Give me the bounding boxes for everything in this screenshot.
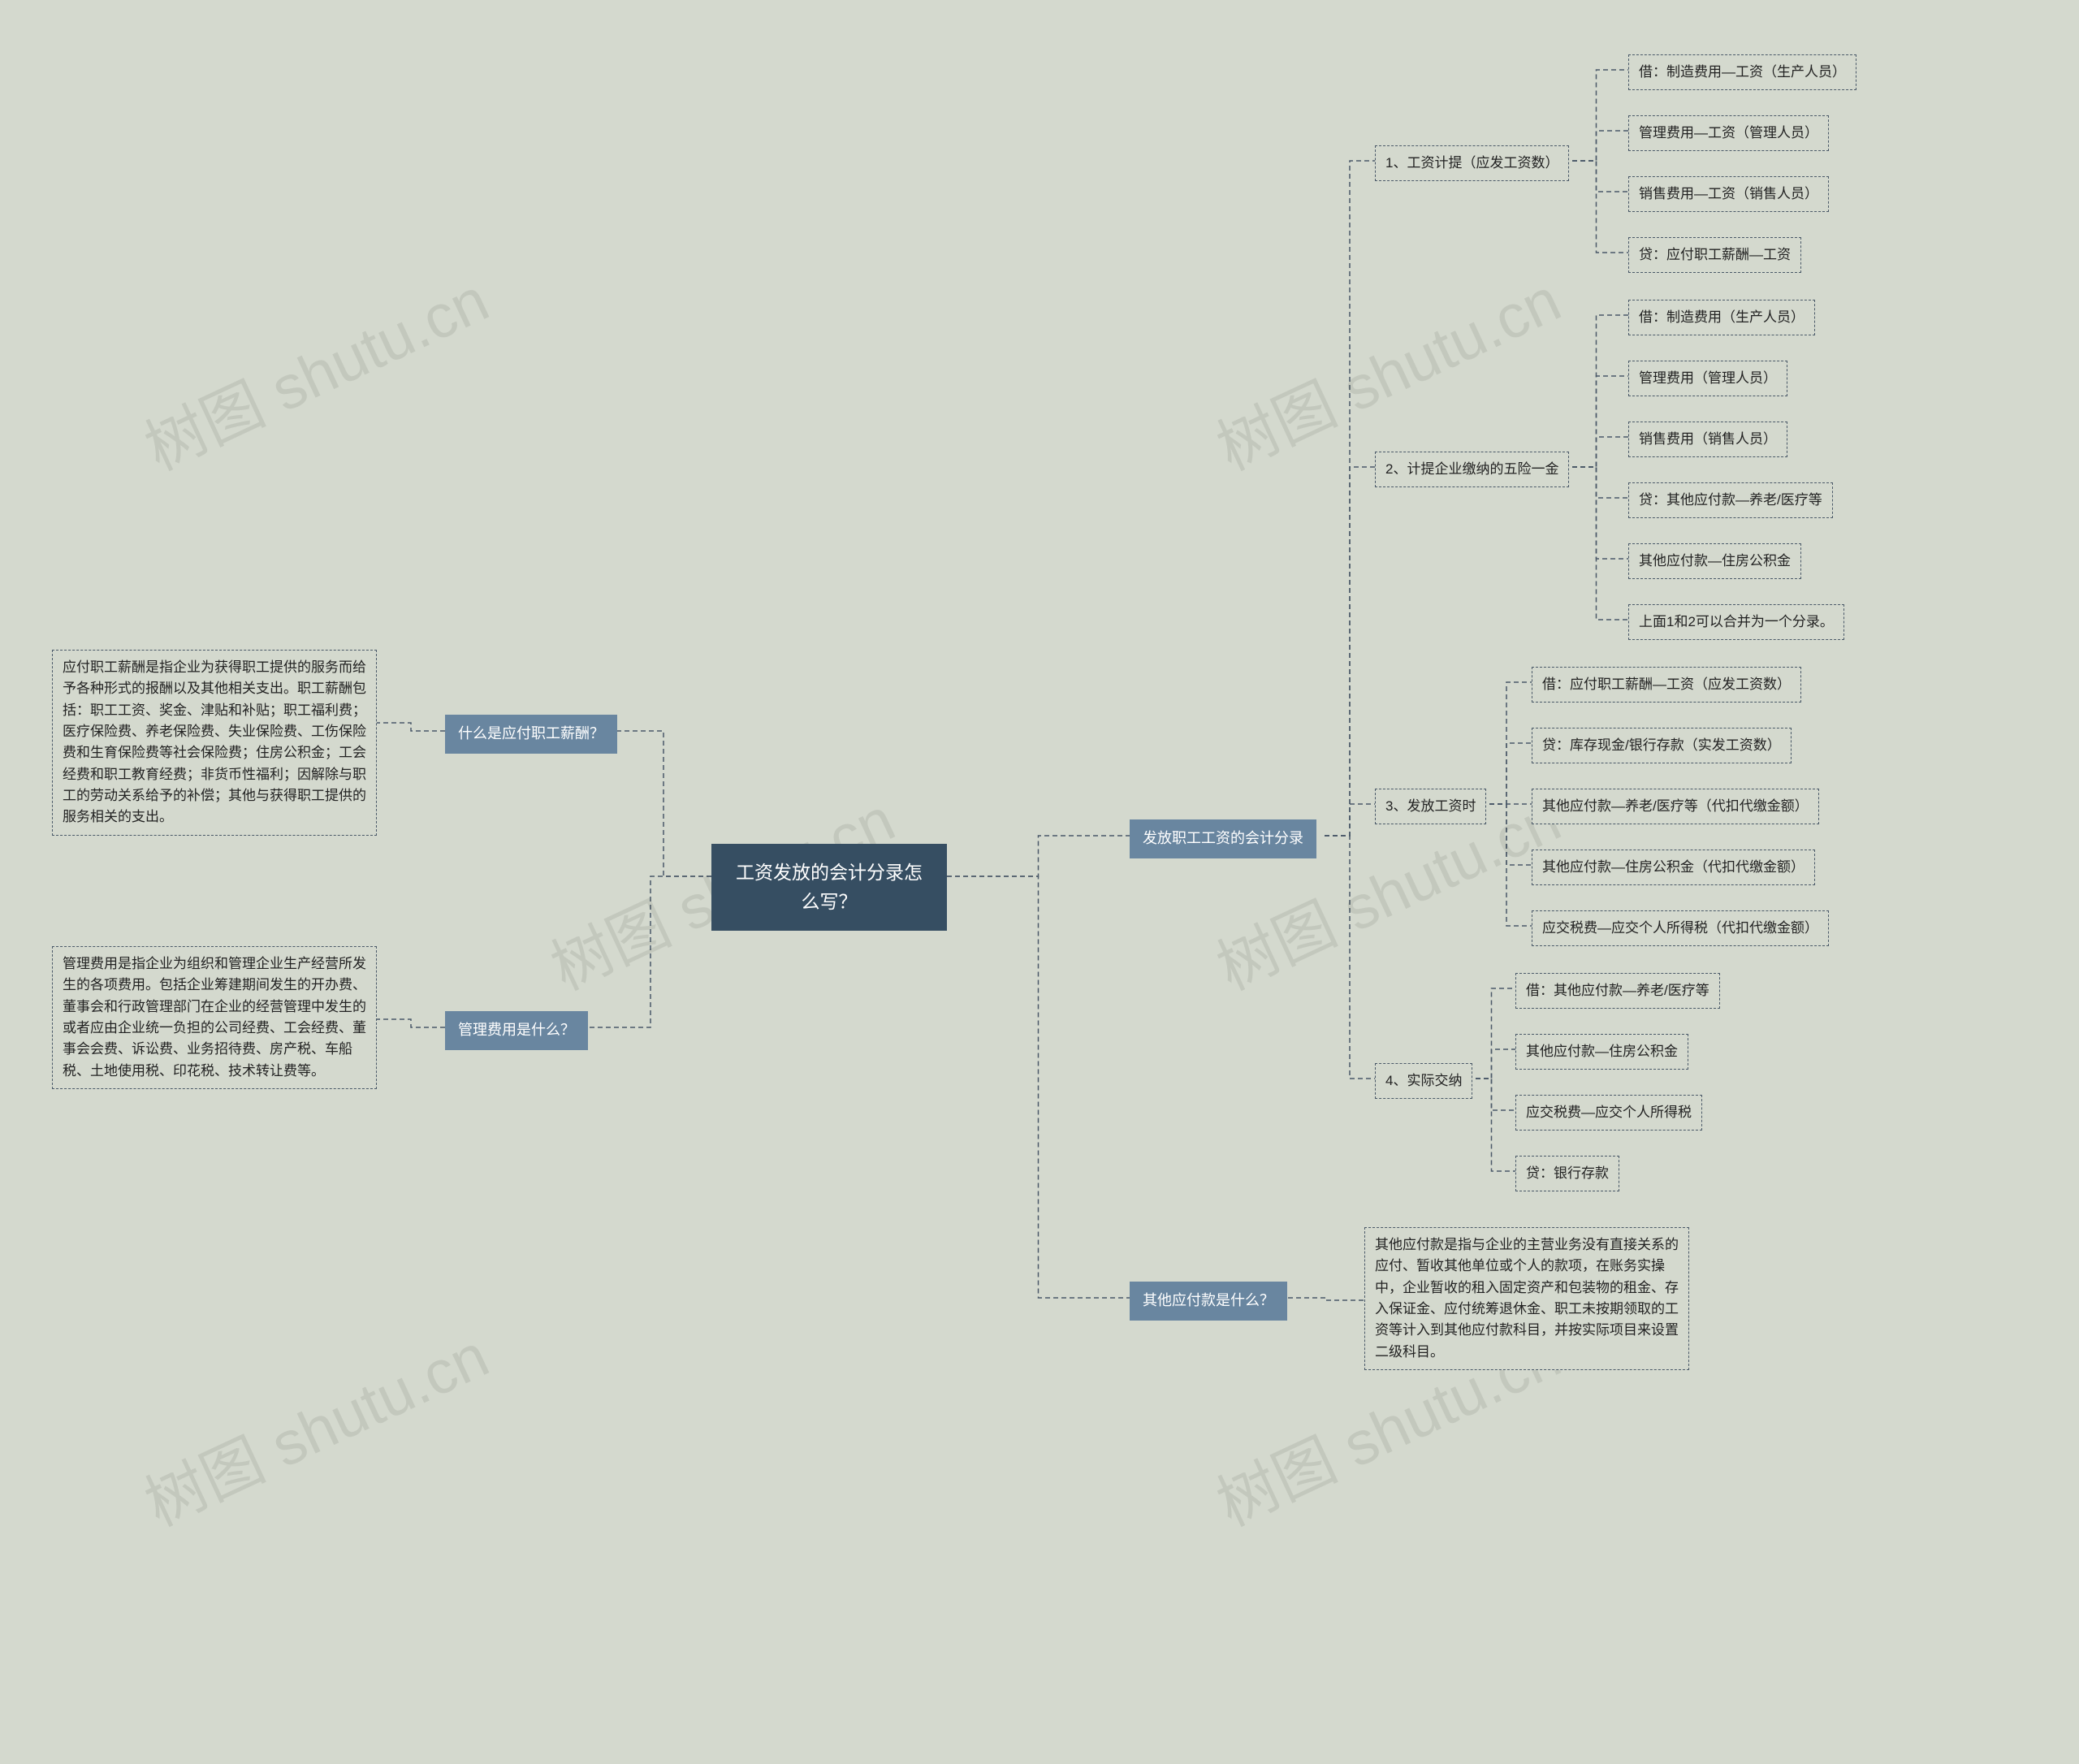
group-0-3: 4、实际交纳 <box>1375 1063 1472 1099</box>
leaf-0-2-0: 借：应付职工薪酬—工资（应发工资数） <box>1532 667 1801 703</box>
leaf-0-3-0: 借：其他应付款—养老/医疗等 <box>1515 973 1720 1009</box>
watermark: 树图 shutu.cn <box>128 251 500 487</box>
left-detail-0: 应付职工薪酬是指企业为获得职工提供的服务而给予各种形式的报酬以及其他相关支出。职… <box>52 650 377 836</box>
group-0-0: 1、工资计提（应发工资数） <box>1375 145 1569 181</box>
leaf-0-0-3: 贷：应付职工薪酬—工资 <box>1628 237 1801 273</box>
leaf-0-1-1: 管理费用（管理人员） <box>1628 361 1787 396</box>
left-branch-0: 什么是应付职工薪酬？ <box>445 715 617 754</box>
right-branch-1: 其他应付款是什么？ <box>1130 1282 1287 1321</box>
leaf-0-2-1: 贷：库存现金/银行存款（实发工资数） <box>1532 728 1792 763</box>
leaf-0-2-3: 其他应付款—住房公积金（代扣代缴金额） <box>1532 850 1815 885</box>
leaf-0-3-2: 应交税费—应交个人所得税 <box>1515 1095 1702 1131</box>
left-detail-1: 管理费用是指企业为组织和管理企业生产经营所发生的各项费用。包括企业筹建期间发生的… <box>52 946 377 1089</box>
leaf-0-0-0: 借：制造费用—工资（生产人员） <box>1628 54 1856 90</box>
group-0-2: 3、发放工资时 <box>1375 789 1486 824</box>
right-branch-0: 发放职工工资的会计分录 <box>1130 819 1316 858</box>
leaf-0-1-2: 销售费用（销售人员） <box>1628 422 1787 457</box>
leaf-0-1-3: 贷：其他应付款—养老/医疗等 <box>1628 482 1833 518</box>
leaf-0-0-2: 销售费用—工资（销售人员） <box>1628 176 1829 212</box>
leaf-0-0-1: 管理费用—工资（管理人员） <box>1628 115 1829 151</box>
center-node: 工资发放的会计分录怎么写？ <box>711 844 947 931</box>
leaf-0-2-2: 其他应付款—养老/医疗等（代扣代缴金额） <box>1532 789 1819 824</box>
right-detail-1: 其他应付款是指与企业的主营业务没有直接关系的应付、暂收其他单位或个人的款项，在账… <box>1364 1227 1689 1370</box>
leaf-0-3-1: 其他应付款—住房公积金 <box>1515 1034 1688 1070</box>
watermark: 树图 shutu.cn <box>128 1307 500 1543</box>
leaf-0-2-4: 应交税费—应交个人所得税（代扣代缴金额） <box>1532 910 1829 946</box>
left-branch-1: 管理费用是什么？ <box>445 1011 588 1050</box>
leaf-0-1-5: 上面1和2可以合并为一个分录。 <box>1628 604 1844 640</box>
leaf-0-1-4: 其他应付款—住房公积金 <box>1628 543 1801 579</box>
group-0-1: 2、计提企业缴纳的五险一金 <box>1375 452 1569 487</box>
leaf-0-3-3: 贷：银行存款 <box>1515 1156 1619 1191</box>
leaf-0-1-0: 借：制造费用（生产人员） <box>1628 300 1815 335</box>
